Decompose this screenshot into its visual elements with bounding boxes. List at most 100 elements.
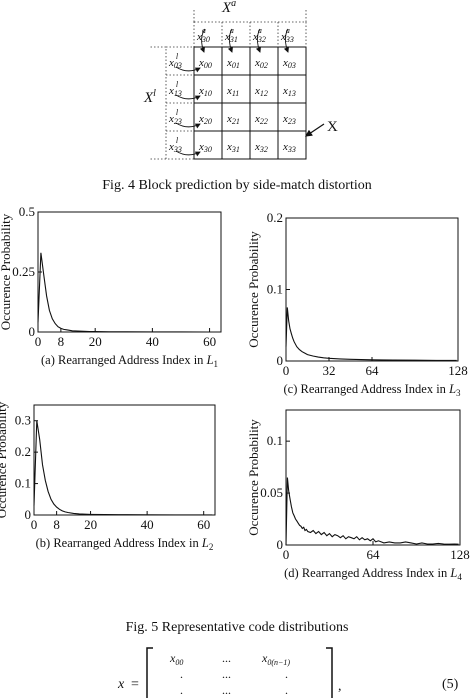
equation-number: (5) xyxy=(442,677,459,692)
chart-b-xtick-label-1: 8 xyxy=(53,517,60,532)
chart-d: 0 64 128 0 0.05 0.1 (d) Rearranged Address Ind… xyxy=(246,409,470,582)
chart-c-ytick-label-0: 0 xyxy=(277,353,284,368)
chart-a-frame xyxy=(37,211,222,333)
chart-a: 0 8 20 40 60 0 0.25 0.5 (a) Rearranged Address I… xyxy=(0,204,222,369)
chart-b-xtick-label-0: 0 xyxy=(31,517,38,532)
chart-a-xtick-label-1: 8 xyxy=(58,334,65,349)
left-neighbor-cell-3: x33l xyxy=(168,136,182,154)
grid-cell-32: x32 xyxy=(254,141,268,154)
chart-d-xtick-label-0: 0 xyxy=(283,547,290,562)
grid-cell-01: x01 xyxy=(226,57,240,70)
side-match-arrows xyxy=(175,28,289,157)
current-block-grid xyxy=(193,46,307,160)
chart-b-frame xyxy=(33,404,216,516)
grid-cell-11: x11 xyxy=(226,85,239,98)
chart-c-ytick-label-1: 0.1 xyxy=(267,282,283,297)
chart-b-ytick-label-3: 0.3 xyxy=(15,413,31,428)
chart-b-ylabel: Occurence Probability xyxy=(0,401,9,518)
chart-c-series-line xyxy=(285,307,457,361)
chart-d-ytick-label-1: 0.05 xyxy=(260,485,283,500)
chart-a-xtick-label-2: 20 xyxy=(89,334,102,349)
chart-c: 0 32 64 128 0 0.1 0.2 (c) Rearranged Address In… xyxy=(246,210,468,398)
figure-4-diagram: Xa Xl X x30a x31a x32a x33a x03l x13l x2… xyxy=(143,0,338,160)
chart-a-xtick-label-4: 60 xyxy=(203,334,216,349)
current-block-label: X xyxy=(327,119,338,135)
left-neighbor-cell-1: x13l xyxy=(168,80,182,98)
matrix-r3c2: ... xyxy=(222,683,231,697)
matrix-left-bracket xyxy=(146,647,153,698)
matrix-r2c1: . xyxy=(180,667,183,681)
chart-c-xlabel: (c) Rearranged Address Index in L3 xyxy=(283,382,461,398)
chart-a-ytick-label-1: 0.25 xyxy=(12,264,35,279)
matrix-r3c1: . xyxy=(180,683,183,697)
grid-cell-03: x03 xyxy=(282,57,296,70)
chart-b-ytick-label-1: 0.1 xyxy=(15,476,31,491)
chart-a-ytick-label-2: 0.5 xyxy=(19,204,35,219)
chart-c-ylabel: Occurence Probability xyxy=(246,231,261,348)
chart-b-xlabel: (b) Rearranged Address Index in L2 xyxy=(36,536,214,552)
chart-c-xtick-label-0: 0 xyxy=(283,363,290,378)
grid-cell-20: x20 xyxy=(198,113,212,126)
chart-a-xtick-label-0: 0 xyxy=(35,334,42,349)
chart-d-ytick-label-0: 0 xyxy=(277,537,284,552)
chart-b-ytick-label-0: 0 xyxy=(25,507,32,522)
left-neighbor-label: Xl xyxy=(143,88,156,106)
matrix-r3c3: . xyxy=(285,683,288,697)
chart-c-ytick-label-2: 0.2 xyxy=(267,210,283,225)
chart-d-xtick-label-1: 64 xyxy=(367,547,381,562)
chart-c-frame xyxy=(285,217,459,362)
chart-b-xtick-label-2: 20 xyxy=(84,517,97,532)
top-neighbor-cell-3: x33a xyxy=(280,26,294,44)
chart-a-xtick-label-3: 40 xyxy=(146,334,159,349)
grid-cell-22: x22 xyxy=(254,113,268,126)
top-neighbor-label: Xa xyxy=(221,0,236,16)
chart-b-ytick-label-2: 0.2 xyxy=(15,444,31,459)
matrix-r2c3: . xyxy=(285,667,288,681)
chart-d-frame xyxy=(285,409,461,546)
grid-cell-00: x00 xyxy=(198,57,212,70)
top-neighbor-cell-0: x30a xyxy=(196,26,210,44)
chart-a-xlabel: (a) Rearranged Address Index in L1 xyxy=(41,353,218,369)
matrix-right-bracket xyxy=(326,647,333,698)
chart-d-series-line xyxy=(285,477,459,546)
chart-d-ylabel: Occurence Probability xyxy=(246,419,261,536)
matrix-r1c3: x0(n−1) xyxy=(261,651,290,667)
equation-equals: = xyxy=(131,677,139,692)
chart-c-xtick-label-3: 128 xyxy=(448,363,468,378)
left-neighbor-cell-0: x03l xyxy=(168,52,182,70)
figure-5-caption: Fig. 5 Representative code distributions xyxy=(125,620,349,635)
equation-5: x = x00 ... x0(n−1) . ... . . ... . , (5… xyxy=(117,647,459,698)
grid-cell-21: x21 xyxy=(226,113,240,126)
chart-a-ylabel: Occurence Probability xyxy=(0,213,13,330)
chart-b-xtick-label-4: 60 xyxy=(197,517,210,532)
chart-c-xtick-label-2: 64 xyxy=(366,363,380,378)
equation-comma: , xyxy=(338,679,342,694)
grid-cell-33: x33 xyxy=(282,141,296,154)
left-neighbor-cell-2: x23l xyxy=(168,108,182,126)
grid-cell-31: x31 xyxy=(226,141,240,154)
chart-d-xtick-label-2: 128 xyxy=(450,547,470,562)
chart-c-xtick-label-1: 32 xyxy=(323,363,336,378)
equation-lhs: x xyxy=(117,677,125,692)
matrix-r2c2: ... xyxy=(222,667,231,681)
chart-a-series-line xyxy=(37,252,219,333)
grid-cell-23: x23 xyxy=(282,113,296,126)
grid-cell-13: x13 xyxy=(282,85,296,98)
chart-b-xtick-label-3: 40 xyxy=(141,517,154,532)
grid-cell-30: x30 xyxy=(198,141,212,154)
chart-b-series-line xyxy=(33,420,213,516)
matrix-r1c2: ... xyxy=(222,651,231,665)
chart-d-xlabel: (d) Rearranged Address Index in L4 xyxy=(284,566,462,582)
matrix-r1c1: x00 xyxy=(169,651,183,667)
figure-4-caption: Fig. 4 Block prediction by side-match di… xyxy=(102,178,372,193)
current-block-arrow xyxy=(305,123,325,137)
grid-cell-02: x02 xyxy=(254,57,268,70)
grid-cell-12: x12 xyxy=(254,85,268,98)
chart-d-ytick-label-2: 0.1 xyxy=(267,433,283,448)
top-neighbor-cell-1: x31a xyxy=(224,26,238,44)
chart-a-ytick-label-0: 0 xyxy=(29,324,36,339)
top-neighbor-cell-2: x32a xyxy=(252,26,266,44)
grid-cell-10: x10 xyxy=(198,85,212,98)
